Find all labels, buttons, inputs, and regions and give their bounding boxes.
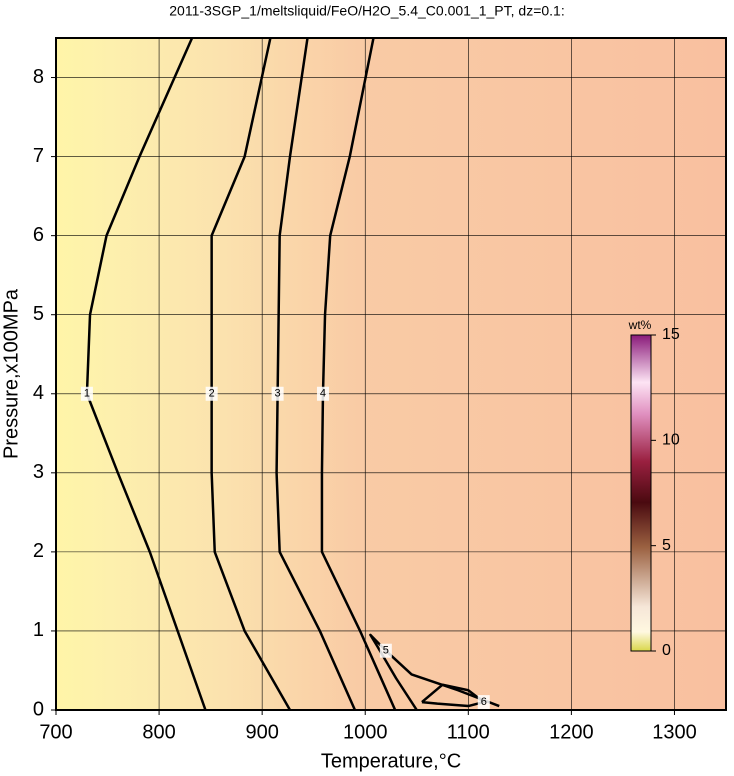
y-tick-label: 0 [33, 698, 44, 720]
y-axis-label: Pressure,x100MPa [0, 288, 22, 459]
colorbar-tick-label: 5 [662, 537, 671, 554]
y-tick-label: 7 [33, 145, 44, 167]
y-tick-label: 5 [33, 303, 44, 325]
x-tick-label: 1100 [447, 721, 490, 743]
contour-label: 3 [275, 388, 281, 400]
plot-frame [55, 37, 727, 711]
colorbar-tick-label: 15 [662, 326, 680, 343]
contour-label-bg [477, 695, 490, 710]
contour-label-bg [80, 386, 93, 401]
contour-label: 2 [209, 388, 215, 400]
x-tick-label: 1000 [343, 721, 388, 743]
y-tick-label: 2 [33, 540, 44, 562]
y-tick-label: 3 [33, 461, 44, 483]
x-tick-label: 700 [39, 721, 72, 743]
contour-label-bg [271, 386, 284, 401]
colorbar [630, 334, 652, 652]
chart-title: 2011-3SGP_1/meltsliquid/FeO/H2O_5.4_C0.0… [169, 3, 564, 19]
x-axis-label: Temperature,°C [321, 750, 461, 772]
x-tick-label: 1300 [652, 721, 697, 743]
y-tick-label: 1 [33, 619, 44, 641]
x-tick-label: 900 [245, 721, 278, 743]
contour-label: 6 [481, 696, 487, 708]
colorbar-label: wt% [628, 318, 652, 332]
plot-background [56, 38, 726, 710]
contour-label-bg [379, 643, 392, 658]
contour-label-bg [316, 386, 329, 401]
x-tick-label: 800 [142, 721, 175, 743]
colorbar-tick-label: 0 [662, 642, 671, 659]
contour-label: 5 [383, 645, 389, 657]
x-tick-label: 1200 [549, 721, 594, 743]
y-tick-label: 4 [33, 382, 44, 404]
plot-area: 1 2 3 4 5 6 [56, 38, 726, 710]
y-tick-label: 6 [33, 224, 44, 246]
contour-label: 4 [320, 388, 326, 400]
colorbar-tick-label: 10 [662, 432, 680, 449]
y-tick-label: 8 [33, 66, 44, 88]
contour-label-bg [205, 386, 218, 401]
contour-label: 1 [84, 388, 90, 400]
